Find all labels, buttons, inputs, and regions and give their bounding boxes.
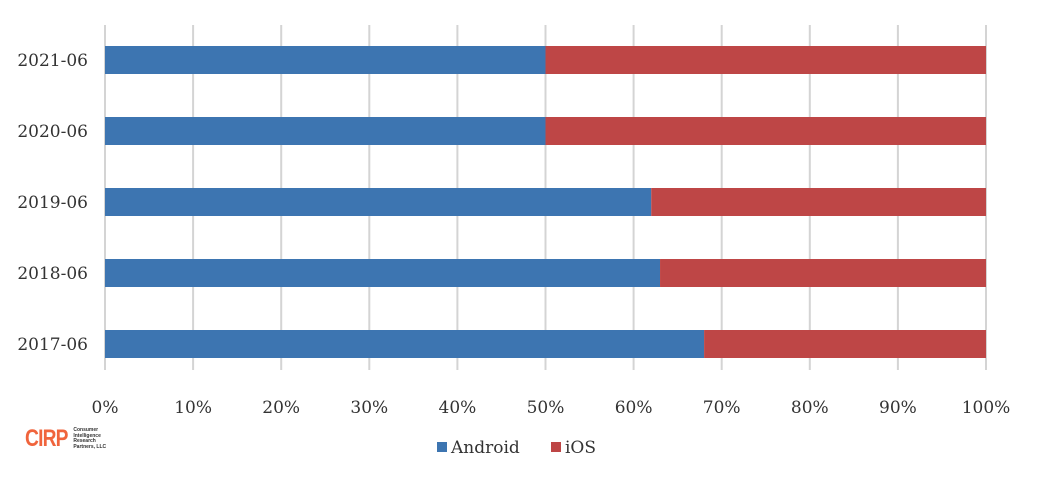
x-tick-label: 80% (791, 398, 829, 418)
legend-swatch-ios (551, 442, 561, 452)
bar-android-2018-06 (105, 259, 661, 287)
y-tick-label: 2017-06 (17, 335, 88, 355)
logo-mark: CIRP (25, 425, 68, 452)
bar-ios-2017-06 (704, 330, 986, 358)
logo-line: Partners, LLC (73, 443, 107, 450)
logo-line: Consumer (73, 427, 99, 433)
x-tick-label: 30% (350, 398, 388, 418)
x-tick-label: 20% (262, 398, 300, 418)
x-tick-label: 70% (703, 398, 741, 418)
x-tick-label: 90% (879, 398, 917, 418)
logo-text: Consumer Intelligence Research Partners,… (73, 427, 107, 450)
y-tick-label: 2021-06 (17, 51, 88, 71)
bar-ios-2018-06 (660, 259, 986, 287)
bar-ios-2021-06 (545, 46, 986, 74)
y-tick-label: 2019-06 (17, 193, 88, 213)
x-tick-label: 10% (174, 398, 212, 418)
x-tick-label: 100% (962, 398, 1011, 418)
bar-android-2019-06 (105, 188, 652, 216)
x-tick-label: 60% (615, 398, 653, 418)
bar-android-2021-06 (105, 46, 546, 74)
cirp-logo: CIRP Consumer Intelligence Research Part… (25, 425, 106, 453)
x-tick-label: 50% (527, 398, 565, 418)
y-tick-label: 2020-06 (17, 122, 88, 142)
x-tick-label: 40% (439, 398, 477, 418)
y-tick-label: 2018-06 (17, 264, 88, 284)
legend-label-ios: iOS (565, 438, 596, 458)
legend-swatch-android (437, 442, 447, 452)
logo-line: Intelligence (73, 432, 101, 439)
bar-android-2017-06 (105, 330, 705, 358)
x-tick-label: 0% (92, 398, 119, 418)
bar-ios-2019-06 (651, 188, 986, 216)
logo-line: Research (73, 438, 96, 444)
bar-android-2020-06 (105, 117, 546, 145)
bar-ios-2020-06 (545, 117, 986, 145)
legend-label-android: Android (450, 438, 520, 458)
